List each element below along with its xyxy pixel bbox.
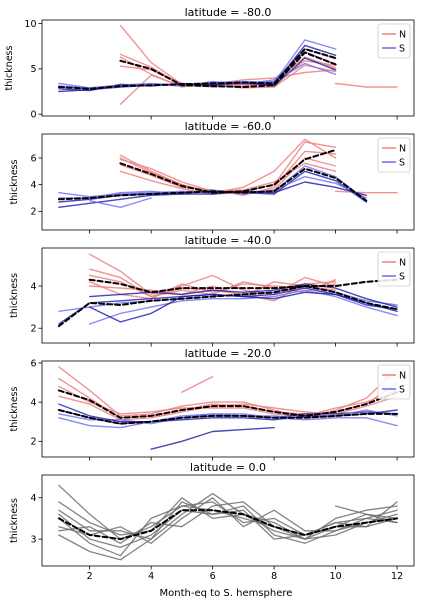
panel-title: latitude = -40.0	[185, 234, 272, 247]
series-line-mean	[119, 149, 337, 194]
plot-frame	[41, 247, 415, 344]
series-line-g	[58, 505, 398, 549]
legend-label: N	[399, 258, 406, 269]
y-axis-label: thickness	[9, 498, 20, 543]
figure-xlabel: Month-eq to S. hemsphere	[160, 588, 293, 599]
y-tick-label: 4	[30, 397, 36, 408]
x-tick-label: 10	[330, 571, 342, 582]
panel-2: latitude = -40.0 thickness 2 4 NS	[9, 234, 415, 347]
legend-label: N	[399, 30, 406, 41]
panel-title: latitude = -60.0	[185, 120, 272, 133]
series-line-s	[88, 283, 398, 308]
y-tick-label: 6	[30, 358, 36, 369]
legend-label: S	[399, 272, 405, 283]
legend: NS	[377, 23, 411, 59]
series-line-mean	[88, 278, 399, 294]
plot-frame	[41, 360, 415, 458]
y-tick-label: 4	[30, 493, 36, 504]
legend: NS	[377, 364, 411, 400]
series-line-mean	[119, 51, 337, 88]
series-line-mean	[57, 409, 399, 425]
series-group	[57, 24, 398, 105]
series-line-s	[58, 413, 398, 429]
series-group	[57, 138, 398, 209]
series-line-mean	[57, 285, 399, 328]
legend-box	[377, 23, 411, 59]
legend-label: N	[399, 144, 406, 155]
legend-box	[377, 137, 411, 173]
y-axis-label: thickness	[9, 160, 20, 205]
series-line-s	[58, 181, 367, 209]
series-line-s	[88, 197, 152, 209]
y-tick-label: 2	[30, 207, 36, 218]
y-tick-label: 10	[24, 19, 36, 30]
panel-title: latitude = -20.0	[185, 347, 272, 360]
y-tick-label: 2	[30, 437, 36, 448]
y-tick-label: 4	[30, 281, 36, 292]
series-line-n	[88, 253, 337, 296]
series-line-g	[334, 505, 398, 520]
legend-label: S	[399, 158, 405, 169]
y-axis-label: thickness	[9, 387, 20, 432]
x-tick-label: 12	[391, 571, 403, 582]
series-line-s	[88, 291, 398, 323]
y-tick-label: 4	[30, 180, 36, 191]
series-line-g	[58, 501, 398, 544]
series-group	[57, 366, 399, 450]
x-tick-label: 4	[148, 571, 154, 582]
series-line-mean	[57, 167, 368, 202]
series-line-n	[181, 376, 214, 393]
y-tick-label: 6	[30, 153, 36, 164]
panel-title: latitude = -80.0	[185, 6, 272, 19]
series-line-n	[334, 190, 398, 194]
legend: NS	[377, 251, 411, 287]
plot-frame	[41, 474, 415, 567]
series-line-mean	[57, 509, 399, 541]
y-tick-label: 0	[30, 109, 36, 120]
panels: latitude = -80.0thickness0510NSlatitude …	[4, 6, 415, 582]
legend-label: S	[399, 44, 405, 55]
series-line-g	[58, 484, 398, 540]
series-line-n	[88, 281, 337, 298]
y-tick-label: 3	[30, 534, 36, 545]
y-axis-label: thickness	[9, 273, 20, 318]
legend-box	[377, 251, 411, 287]
legend-label: S	[399, 385, 405, 396]
series-line-mean	[57, 48, 337, 90]
series-line-n	[119, 138, 337, 194]
x-tick-label: 2	[87, 571, 93, 582]
series-line-g	[58, 497, 398, 540]
legend-box	[377, 364, 411, 400]
panel-title: latitude = 0.0	[190, 461, 266, 474]
y-axis-label: thickness	[4, 46, 15, 91]
x-tick-label: 6	[210, 571, 216, 582]
series-line-mean	[57, 389, 399, 419]
plot-frame	[41, 133, 415, 231]
plot-frame	[41, 19, 415, 117]
panel-1: latitude = -60.0 thickness 2 4 6 NS	[9, 120, 415, 234]
series-line-s	[150, 426, 275, 450]
y-tick-label: 2	[30, 324, 36, 335]
series-line-n	[334, 82, 398, 88]
x-tick-label: 8	[271, 571, 277, 582]
legend-label: N	[399, 371, 406, 382]
series-line-n	[58, 385, 398, 417]
panel-0: latitude = -80.0 thickness 0 5 10 NS	[4, 6, 415, 120]
y-tick-label: 5	[30, 64, 36, 75]
panel-4: latitude = 0.0 thickness 3 4 2 4 6 8 10 12	[9, 461, 415, 582]
legend: NS	[377, 137, 411, 173]
panel-3: latitude = -20.0 thickness 2 4 6 NS	[9, 347, 415, 461]
series-group	[57, 484, 399, 561]
series-line-s	[58, 175, 367, 199]
series-line-s	[88, 289, 398, 325]
series-group	[57, 253, 399, 328]
